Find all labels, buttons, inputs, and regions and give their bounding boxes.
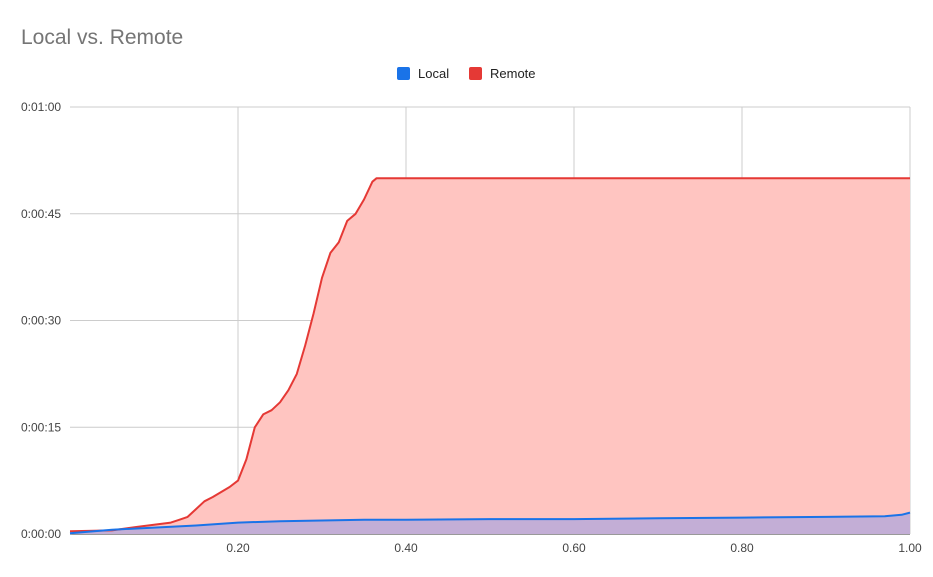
y-axis-ticks: 0:00:00 0:00:15 0:00:30 0:00:45 0:01:00 <box>21 100 61 541</box>
x-tick-label: 0.80 <box>730 541 754 555</box>
x-axis-ticks: 0.20 0.40 0.60 0.80 1.00 <box>226 541 922 555</box>
legend-swatch-remote <box>469 67 482 80</box>
x-tick-label: 1.00 <box>898 541 922 555</box>
series-lines <box>69 177 911 535</box>
legend-label-remote: Remote <box>490 66 536 81</box>
series-areas <box>70 178 910 534</box>
x-tick-label: 0.20 <box>226 541 250 555</box>
x-tick-label: 0.40 <box>394 541 418 555</box>
y-tick-label: 0:00:00 <box>21 527 61 541</box>
y-tick-label: 0:00:30 <box>21 314 61 328</box>
y-tick-label: 0:00:45 <box>21 207 61 221</box>
series-area-local <box>70 512 910 534</box>
legend: Local Remote <box>397 66 536 81</box>
series-line-local <box>69 511 911 535</box>
x-tick-label: 0.60 <box>562 541 586 555</box>
y-tick-label: 0:01:00 <box>21 100 61 114</box>
legend-swatch-local <box>397 67 410 80</box>
series-area-remote <box>70 178 910 534</box>
legend-label-local: Local <box>418 66 449 81</box>
y-tick-label: 0:00:15 <box>21 420 61 434</box>
series-line-remote <box>69 177 910 533</box>
chart-title: Local vs. Remote <box>21 26 183 49</box>
